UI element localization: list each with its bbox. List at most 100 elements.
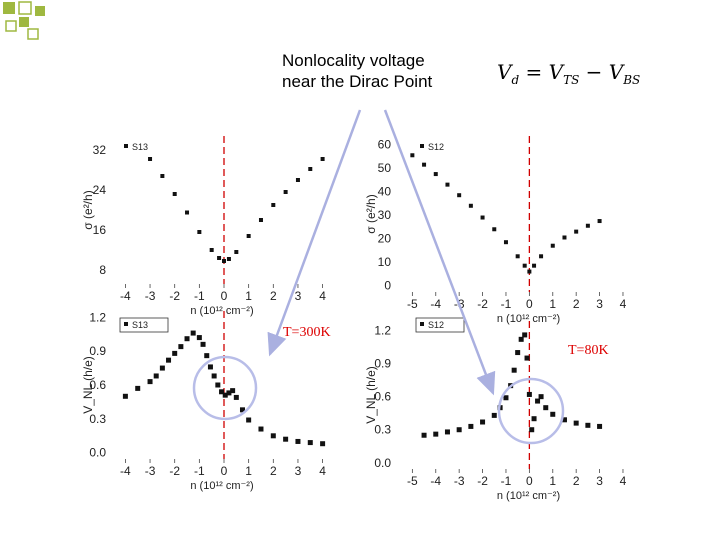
x-tick-label: 4	[620, 474, 627, 488]
highlight-circle-s13	[192, 355, 258, 421]
y-tick-label: 16	[93, 223, 107, 237]
data-point	[522, 332, 528, 338]
deco-square	[35, 6, 45, 16]
y-tick-label: 0.9	[89, 344, 106, 358]
data-point	[532, 263, 537, 268]
data-point	[184, 336, 190, 342]
data-point	[147, 379, 153, 385]
x-tick-label: 1	[245, 464, 252, 478]
data-point	[492, 227, 497, 232]
data-point	[219, 389, 225, 395]
x-tick-label: 3	[295, 464, 302, 478]
x-tick-label: -3	[454, 474, 465, 488]
eq-term2: − V	[579, 60, 624, 84]
x-tick-label: 0	[221, 289, 228, 303]
y-tick-label: 1.2	[89, 310, 106, 324]
data-point	[160, 174, 165, 178]
legend-label: S13	[132, 142, 148, 152]
data-point	[215, 382, 221, 388]
x-tick-label: 4	[319, 464, 326, 478]
data-point	[234, 250, 239, 254]
data-point	[204, 353, 210, 359]
corner-squares-decoration	[3, 1, 45, 40]
data-point	[585, 422, 591, 428]
legend-marker	[124, 322, 128, 326]
y-tick-label: 20	[378, 232, 392, 246]
data-point	[295, 178, 300, 182]
data-point	[270, 433, 276, 439]
x-tick-label: -1	[194, 289, 205, 303]
data-point	[222, 259, 226, 263]
data-point	[457, 193, 462, 198]
x-tick-label: -2	[477, 474, 488, 488]
panel-nonlocal-s13: S13 -4 -3 -2 -1 0 1 2 3 4 1.2 0.9 0.6 0.3 0.0 n (10¹² c…	[81, 310, 331, 492]
data-point	[246, 234, 251, 238]
data-point	[445, 182, 450, 187]
data-point	[308, 167, 313, 171]
data-point	[444, 429, 450, 435]
data-point	[207, 364, 213, 370]
deco-square	[5, 20, 17, 32]
data-point	[562, 235, 567, 240]
temperature-label: T=300K	[283, 325, 331, 340]
data-point	[200, 341, 206, 347]
eq-term1: = V	[519, 60, 564, 84]
data-point	[543, 405, 549, 411]
x-tick-label: -3	[145, 464, 156, 478]
x-tick-label: 3	[596, 297, 603, 311]
y-tick-label: 32	[93, 143, 107, 157]
data-point	[307, 440, 313, 446]
data-point	[535, 398, 541, 404]
data-point	[585, 223, 590, 228]
x-tick-label: -1	[194, 464, 205, 478]
data-point	[172, 350, 178, 356]
data-point	[320, 157, 325, 161]
data-point	[196, 335, 202, 341]
data-point	[166, 357, 172, 363]
y-tick-label: 0.0	[374, 456, 391, 470]
x-axis-label: n (10¹² cm⁻²)	[497, 490, 560, 502]
x-tick-label: 0	[526, 297, 533, 311]
x-tick-label: 3	[596, 474, 603, 488]
data-point	[531, 416, 537, 422]
y-tick-label: 40	[378, 185, 392, 199]
y-tick-label: 0.6	[374, 390, 391, 404]
panel-nonlocal-s12: S12 -5 -4 -3 -2 -1 0 1 2 3 4 1.2 0.9 0.6 0.3 0.0 n (10¹²…	[364, 317, 627, 502]
slide-title-line1: Nonlocality voltage	[282, 51, 425, 70]
x-tick-label: -4	[430, 297, 441, 311]
data-point	[190, 330, 196, 336]
eq-lhs: V	[497, 60, 512, 84]
x-tick-label: 4	[319, 289, 326, 303]
x-tick-label: -5	[407, 474, 418, 488]
x-tick-label: 4	[620, 297, 627, 311]
x-tick-label: 0	[221, 464, 228, 478]
data-point	[233, 394, 239, 400]
data-point	[320, 441, 326, 447]
x-tick-label: 0	[526, 474, 533, 488]
data-point	[185, 210, 190, 215]
highlight-circle-s12	[497, 377, 565, 445]
x-tick-label: 2	[573, 474, 580, 488]
data-point	[573, 420, 579, 426]
x-tick-label: -2	[169, 289, 180, 303]
data-point	[159, 365, 165, 371]
data-point	[410, 153, 415, 158]
legend-marker	[420, 322, 424, 326]
data-point	[503, 240, 508, 245]
annotation-overlay	[192, 109, 565, 445]
data-point	[246, 417, 252, 423]
arrow-to-s12	[383, 109, 496, 396]
x-tick-label: -4	[430, 474, 441, 488]
data-point	[468, 203, 473, 208]
data-point	[503, 395, 509, 401]
nonlocal-voltage-equation: Vd = VTS − VBS	[497, 60, 640, 87]
data-point	[522, 263, 527, 268]
deco-square	[27, 28, 39, 40]
legend-label: S13	[132, 320, 148, 330]
x-tick-label: -1	[501, 297, 512, 311]
y-tick-label: 0.3	[374, 423, 391, 437]
data-point	[209, 248, 214, 252]
data-point	[526, 391, 532, 397]
slide-title: Nonlocality voltage near the Dirac Point	[282, 50, 482, 92]
x-tick-label: -4	[120, 289, 131, 303]
